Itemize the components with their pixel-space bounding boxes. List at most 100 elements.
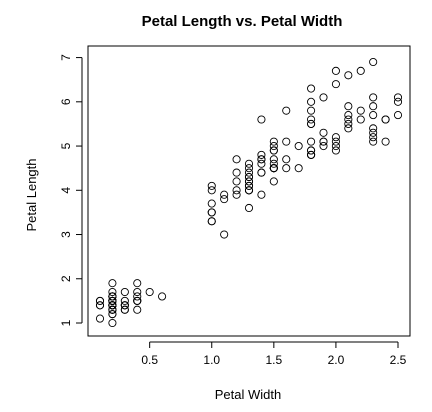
plot-frame bbox=[87, 45, 411, 337]
data-point bbox=[356, 115, 365, 124]
data-point bbox=[307, 146, 316, 155]
y-tick-label: 3 bbox=[59, 231, 73, 238]
y-tick-label: 6 bbox=[59, 98, 73, 105]
data-point bbox=[381, 137, 390, 146]
data-point bbox=[319, 142, 328, 151]
data-point bbox=[393, 111, 403, 120]
data-point bbox=[282, 164, 291, 173]
data-point bbox=[257, 155, 266, 164]
data-point bbox=[331, 133, 340, 142]
data-point bbox=[307, 97, 316, 106]
data-point bbox=[207, 186, 216, 195]
data-point bbox=[108, 301, 117, 310]
data-point bbox=[282, 137, 291, 146]
data-point bbox=[307, 115, 316, 124]
data-point bbox=[307, 137, 316, 146]
data-point bbox=[108, 287, 117, 297]
data-point bbox=[307, 84, 316, 93]
data-point bbox=[369, 137, 378, 146]
data-point bbox=[369, 124, 378, 133]
y-tick-label: 2 bbox=[59, 275, 73, 282]
data-point bbox=[244, 181, 254, 190]
data-point bbox=[207, 199, 216, 208]
data-point bbox=[133, 305, 142, 314]
data-point bbox=[133, 279, 142, 288]
data-point bbox=[244, 168, 254, 177]
data-point bbox=[269, 137, 278, 146]
data-point bbox=[307, 150, 316, 159]
data-point bbox=[257, 159, 266, 168]
data-point bbox=[244, 203, 254, 213]
data-point bbox=[232, 186, 241, 195]
data-point bbox=[307, 119, 316, 128]
data-point bbox=[244, 159, 254, 168]
data-point bbox=[381, 115, 390, 124]
data-point bbox=[120, 301, 129, 310]
data-point bbox=[319, 137, 328, 146]
data-point bbox=[331, 142, 340, 151]
data-point bbox=[294, 164, 303, 173]
data-point bbox=[95, 314, 105, 323]
data-point bbox=[282, 155, 291, 164]
data-point bbox=[108, 310, 117, 319]
data-point bbox=[319, 128, 328, 137]
data-point bbox=[158, 292, 167, 301]
data-point bbox=[344, 124, 353, 133]
data-point bbox=[244, 164, 254, 173]
data-point bbox=[369, 57, 378, 67]
data-point bbox=[133, 287, 142, 297]
y-axis: 1 2 3 4 5 6 7 bbox=[59, 54, 83, 326]
data-point bbox=[294, 142, 303, 151]
data-point bbox=[319, 93, 328, 102]
data-point bbox=[344, 111, 353, 120]
data-point bbox=[244, 172, 254, 182]
data-point bbox=[120, 296, 129, 305]
x-axis: 0.5 1.0 1.5 2.0 2.5 bbox=[141, 341, 407, 367]
data-point bbox=[207, 181, 216, 190]
chart-title: Petal Length vs. Petal Width bbox=[142, 13, 343, 30]
data-point bbox=[220, 230, 229, 239]
y-tick-label: 7 bbox=[59, 54, 73, 61]
data-point bbox=[95, 296, 105, 305]
x-tick-label: 1.5 bbox=[265, 353, 282, 367]
data-point bbox=[269, 155, 278, 164]
data-point bbox=[108, 318, 117, 328]
data-point bbox=[269, 146, 278, 155]
data-point bbox=[344, 102, 353, 111]
y-tick-label: 1 bbox=[59, 319, 73, 326]
data-point bbox=[108, 305, 117, 314]
data-point bbox=[369, 128, 378, 137]
data-point bbox=[244, 177, 254, 186]
data-point bbox=[257, 190, 266, 199]
data-point bbox=[369, 111, 378, 120]
data-point bbox=[145, 287, 154, 297]
x-tick-label: 2.0 bbox=[328, 353, 345, 367]
data-point bbox=[133, 292, 142, 301]
y-tick-label: 5 bbox=[59, 142, 73, 149]
data-point bbox=[244, 186, 254, 195]
data-point bbox=[220, 190, 229, 199]
data-point bbox=[269, 164, 278, 173]
data-point bbox=[282, 106, 291, 115]
data-point bbox=[356, 106, 365, 115]
x-tick-label: 2.5 bbox=[390, 353, 407, 367]
data-point bbox=[232, 190, 241, 199]
data-point bbox=[369, 133, 378, 142]
data-point bbox=[220, 195, 229, 204]
data-point bbox=[108, 279, 117, 288]
data-point bbox=[356, 66, 365, 75]
data-point bbox=[120, 305, 129, 314]
data-point bbox=[269, 159, 278, 168]
x-tick-label: 1.0 bbox=[203, 353, 220, 367]
data-point bbox=[393, 97, 403, 106]
data-point bbox=[269, 142, 278, 151]
data-point bbox=[133, 296, 142, 305]
data-point bbox=[269, 177, 278, 186]
data-point bbox=[232, 177, 241, 186]
data-point bbox=[257, 150, 266, 159]
data-point bbox=[307, 106, 316, 115]
y-axis-label: Petal Length bbox=[24, 158, 39, 231]
data-point bbox=[120, 287, 129, 297]
data-point bbox=[331, 137, 340, 146]
